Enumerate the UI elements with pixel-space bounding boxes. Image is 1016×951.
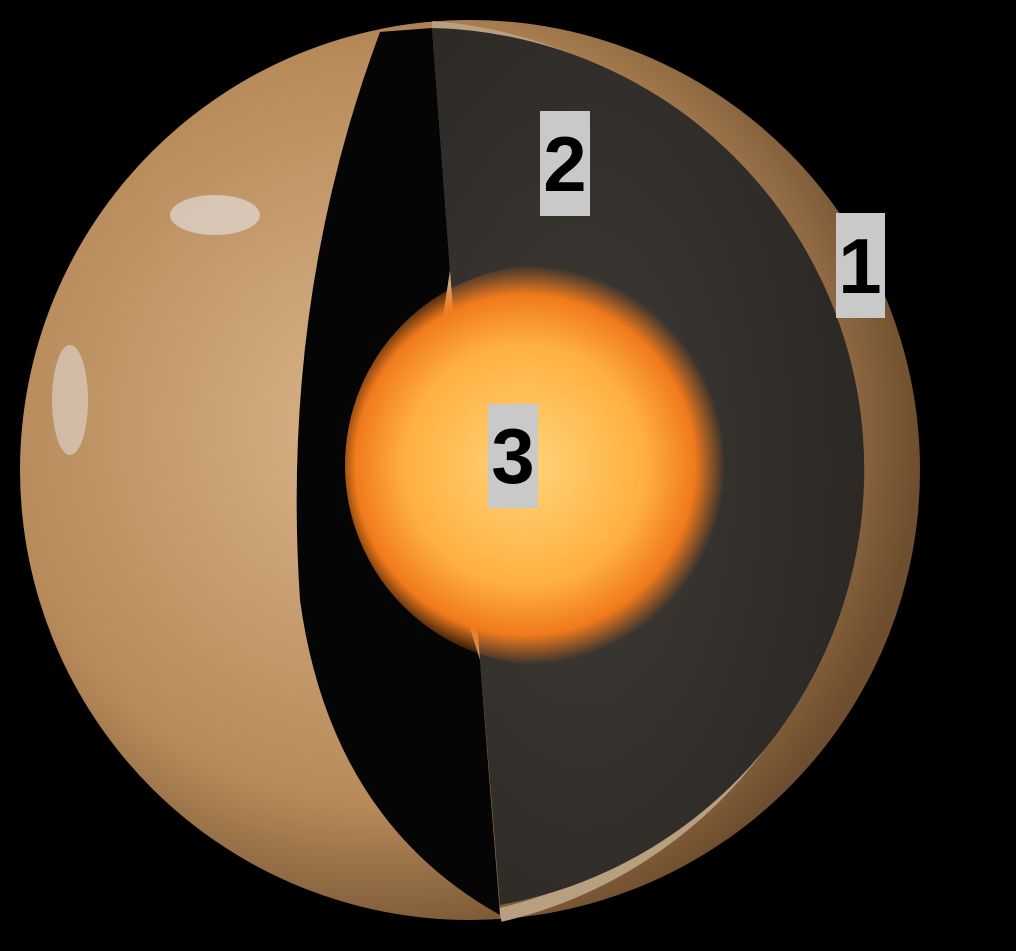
cloud xyxy=(170,195,260,235)
label-box xyxy=(836,213,885,318)
cloud xyxy=(52,345,88,455)
label: 2 xyxy=(543,120,586,208)
label: 3 xyxy=(491,412,534,500)
core xyxy=(345,265,745,665)
label: 1 xyxy=(838,222,881,310)
label-box xyxy=(540,111,590,216)
label-box xyxy=(488,404,538,508)
